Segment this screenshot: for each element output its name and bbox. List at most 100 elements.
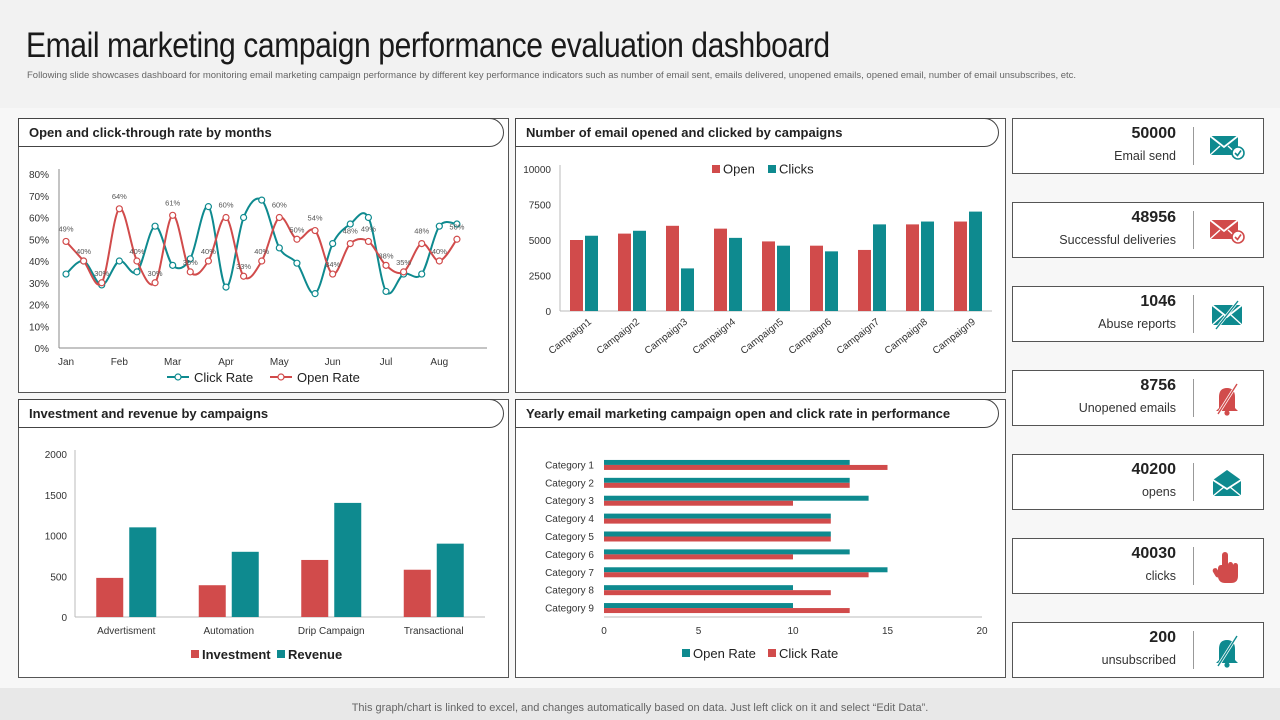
bar-open-rate: [604, 567, 888, 573]
y-tick-label: 500: [50, 572, 67, 583]
bar-chart-investment-revenue[interactable]: 0 500 1000 1500 2000 Advertisment Automation Dr…: [19, 400, 510, 679]
bar-open-rate: [604, 603, 793, 609]
y-tick-label: 60%: [29, 214, 49, 225]
legend-label: Open Rate: [693, 646, 756, 661]
kpi-label: opens: [1141, 485, 1176, 499]
line-chart-monthly-rates[interactable]: 0% 10% 20% 30% 40% 50% 60% 70% 80% Jan Feb Mar Apr Ma…: [19, 119, 510, 394]
bar-open: [570, 240, 583, 311]
kpi-value: 200: [1149, 629, 1176, 646]
panel-yearly-open-click: 0 5 10 15 20 Category 1 Category 2 Category 3 Ca…: [515, 399, 1006, 678]
bar-open: [906, 224, 919, 311]
data-label: 40%: [432, 247, 447, 256]
bar-investment: [301, 559, 329, 617]
kpi-card-unopened-emails[interactable]: 8756 Unopened emails: [1012, 370, 1264, 426]
data-point: [133, 257, 141, 265]
bar-revenue: [334, 502, 362, 617]
x-tick-label: Automation: [203, 626, 254, 637]
y-tick-label: Category 7: [545, 568, 594, 579]
bar-clicks: [777, 245, 790, 311]
bar-open-rate: [604, 495, 869, 501]
data-label: 35%: [396, 258, 411, 267]
data-point: [204, 203, 212, 211]
email-check-icon: [1209, 135, 1245, 160]
data-point: [364, 213, 372, 222]
bar-open-rate: [604, 477, 850, 483]
x-tick-label: Feb: [111, 357, 129, 368]
bar-click-rate: [604, 482, 850, 488]
panel-monthly-rates: 0% 10% 20% 30% 40% 50% 60% 70% 80% Jan Feb Mar Apr Ma…: [18, 118, 509, 393]
y-tick-label: 40%: [29, 257, 49, 268]
x-tick-label: Aug: [430, 357, 448, 368]
x-tick-label: Campaign7: [835, 316, 882, 356]
bar-clicks: [921, 221, 934, 311]
kpi-card-email-send[interactable]: 50000 Email send: [1012, 118, 1264, 174]
x-tick-label: Advertisment: [97, 626, 156, 637]
data-point: [400, 268, 408, 276]
kpi-card-unsubscribed[interactable]: 200 unsubscribed: [1012, 622, 1264, 678]
kpi-card-successful-deliveries[interactable]: 48956 Successful deliveries: [1012, 202, 1264, 258]
x-tick-label: Jul: [380, 357, 393, 368]
data-label: 61%: [165, 198, 180, 207]
legend-label: Open: [723, 162, 755, 177]
data-label: 50%: [449, 222, 464, 231]
bar-click-rate: [604, 464, 888, 470]
bar-click-rate: [604, 500, 793, 506]
data-point: [329, 239, 337, 248]
data-label: 34%: [325, 260, 340, 269]
data-point: [329, 270, 337, 278]
email-blocked-icon: [1211, 300, 1243, 330]
kpi-label: Email send: [1114, 149, 1176, 163]
data-label: 38%: [378, 251, 393, 260]
data-point: [240, 213, 248, 222]
bar-investment: [96, 577, 124, 617]
data-label: 33%: [236, 262, 251, 271]
x-tick-label: Campaign8: [883, 316, 930, 356]
data-label: 50%: [289, 225, 304, 234]
x-tick-label: 20: [976, 626, 988, 637]
data-point: [204, 257, 212, 265]
data-label: 60%: [272, 201, 287, 210]
data-point: [435, 222, 443, 230]
data-point: [453, 235, 461, 243]
x-tick-label: Campaign2: [595, 316, 642, 356]
data-label: 64%: [112, 192, 127, 201]
x-tick-label: May: [270, 357, 289, 368]
bar-clicks: [729, 237, 742, 311]
data-point: [169, 261, 177, 269]
data-label: 40%: [76, 247, 91, 256]
y-tick-label: 70%: [29, 192, 49, 203]
hand-pointer-icon: [1212, 552, 1238, 583]
bar-open: [954, 221, 967, 311]
x-tick-label: Mar: [164, 357, 182, 368]
data-point: [79, 257, 88, 265]
page-subtitle: Following slide showcases dashboard for …: [27, 70, 1077, 81]
bar-click-rate: [604, 536, 831, 542]
data-label: 40%: [201, 247, 216, 256]
bar-revenue: [129, 527, 157, 617]
kpi-card-clicks[interactable]: 40030 clicks: [1012, 538, 1264, 594]
bar-investment: [403, 569, 431, 617]
hbar-chart-yearly-open-click[interactable]: 0 5 10 15 20 Category 1 Category 2 Category 3 Ca…: [516, 400, 1007, 679]
x-tick-label: 15: [882, 626, 894, 637]
data-point: [240, 272, 248, 280]
data-point: [418, 270, 426, 278]
data-point: [311, 226, 319, 235]
legend-swatch: [682, 649, 690, 657]
data-point: [382, 287, 390, 296]
data-label: 49%: [58, 224, 73, 233]
y-tick-label: Category 3: [545, 496, 594, 507]
kpi-card-abuse-reports[interactable]: 1046 Abuse reports: [1012, 286, 1264, 342]
data-point: [293, 259, 301, 267]
legend-swatch: [277, 650, 285, 658]
y-tick-label: 50%: [29, 235, 49, 246]
y-tick-label: 1500: [45, 491, 68, 502]
bar-open-rate: [604, 531, 831, 537]
legend-swatch: [191, 650, 199, 658]
kpi-card-opens[interactable]: 40200 opens: [1012, 454, 1264, 510]
data-label: 30%: [94, 269, 109, 278]
panel-investment-revenue: 0 500 1000 1500 2000 Advertisment Automation Dr…: [18, 399, 509, 678]
data-label: 60%: [218, 201, 233, 210]
page-title: Email marketing campaign performance eva…: [26, 26, 830, 65]
bell-off-icon: [1216, 635, 1239, 668]
